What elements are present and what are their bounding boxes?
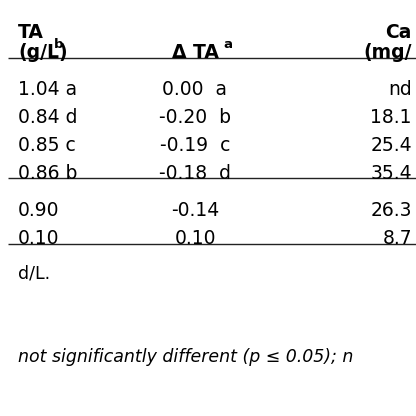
Text: 0.86 b: 0.86 b <box>18 164 77 183</box>
Text: b: b <box>54 38 64 51</box>
Text: 0.10: 0.10 <box>18 229 59 248</box>
Text: -0.20  b: -0.20 b <box>159 108 231 127</box>
Text: 0.00  a: 0.00 a <box>163 80 228 99</box>
Text: -0.18  d: -0.18 d <box>159 164 231 183</box>
Text: 0.84 d: 0.84 d <box>18 108 77 127</box>
Text: -0.14: -0.14 <box>171 201 219 220</box>
Text: -0.19  c: -0.19 c <box>160 136 230 155</box>
Text: 26.3: 26.3 <box>371 201 412 220</box>
Text: 0.10: 0.10 <box>174 229 216 248</box>
Text: 35.4: 35.4 <box>370 164 412 183</box>
Text: 0.90: 0.90 <box>18 201 59 220</box>
Text: 0.85 c: 0.85 c <box>18 136 76 155</box>
Text: a: a <box>223 38 232 51</box>
Text: 25.4: 25.4 <box>370 136 412 155</box>
Text: (mg/: (mg/ <box>364 43 412 62</box>
Text: 18.1: 18.1 <box>371 108 412 127</box>
Text: TA: TA <box>18 23 44 42</box>
Text: not significantly different (​​​​​​​​​​p​​​​​​​​​​ ≤ 0.05); n: not significantly different (​​​​​​​​​​p… <box>18 348 353 366</box>
Text: Δ TA: Δ TA <box>171 43 218 62</box>
Text: 8.7: 8.7 <box>382 229 412 248</box>
Text: d/L.: d/L. <box>18 264 50 282</box>
Text: 1.04 a: 1.04 a <box>18 80 77 99</box>
Text: Ca: Ca <box>386 23 412 42</box>
Text: (g/L): (g/L) <box>18 43 68 62</box>
Text: nd: nd <box>388 80 412 99</box>
